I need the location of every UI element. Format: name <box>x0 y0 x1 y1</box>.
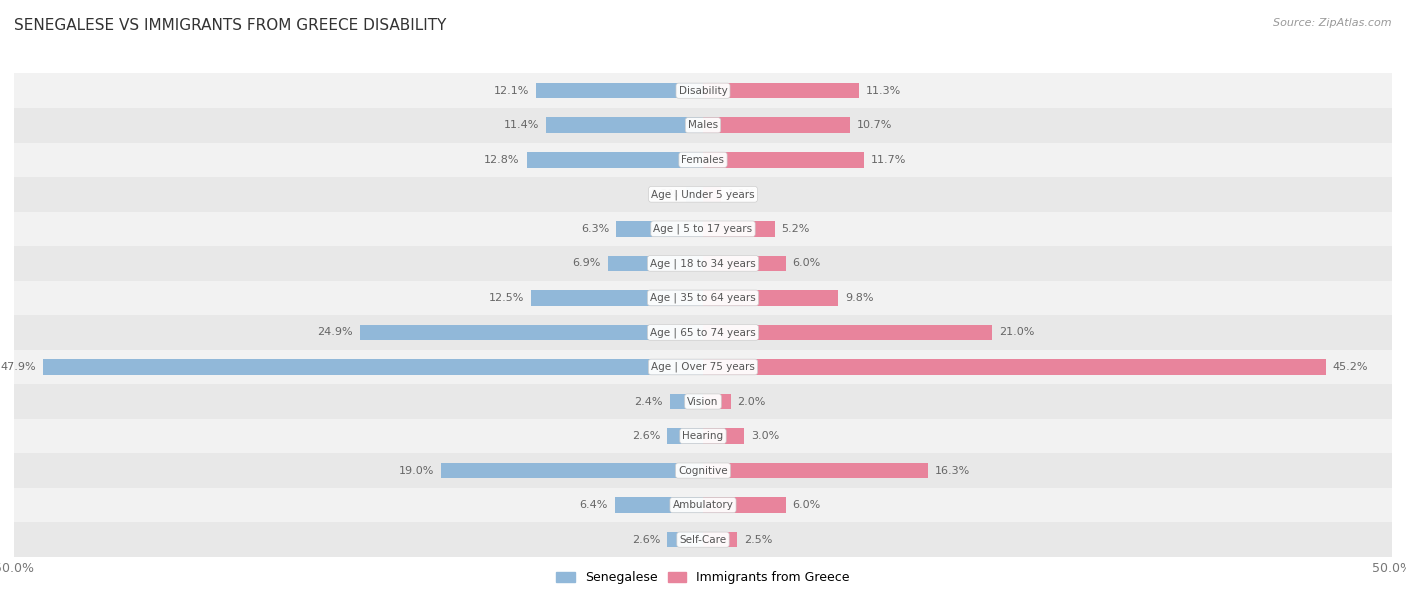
Text: Age | 35 to 64 years: Age | 35 to 64 years <box>650 293 756 303</box>
Text: 5.2%: 5.2% <box>782 224 810 234</box>
Text: Age | 65 to 74 years: Age | 65 to 74 years <box>650 327 756 338</box>
Bar <box>14 73 1392 108</box>
Text: SENEGALESE VS IMMIGRANTS FROM GREECE DISABILITY: SENEGALESE VS IMMIGRANTS FROM GREECE DIS… <box>14 18 447 34</box>
Text: 2.6%: 2.6% <box>631 431 661 441</box>
Bar <box>14 419 1392 453</box>
Text: 6.3%: 6.3% <box>581 224 609 234</box>
Bar <box>14 177 1392 212</box>
Text: Self-Care: Self-Care <box>679 535 727 545</box>
Text: Source: ZipAtlas.com: Source: ZipAtlas.com <box>1274 18 1392 28</box>
Bar <box>360 325 703 340</box>
Bar <box>536 83 703 99</box>
Text: Hearing: Hearing <box>682 431 724 441</box>
Text: 6.4%: 6.4% <box>579 500 607 510</box>
Bar <box>668 532 703 547</box>
Text: 11.7%: 11.7% <box>872 155 907 165</box>
Bar <box>531 290 703 305</box>
Bar <box>703 290 838 305</box>
Bar <box>14 384 1392 419</box>
Text: 1.2%: 1.2% <box>651 189 679 200</box>
Text: 16.3%: 16.3% <box>935 466 970 476</box>
Bar <box>703 152 865 168</box>
Bar <box>703 359 1326 375</box>
Bar <box>607 256 703 271</box>
Bar <box>14 246 1392 281</box>
Bar <box>703 83 859 99</box>
Bar <box>703 532 738 547</box>
Text: 3.0%: 3.0% <box>751 431 779 441</box>
Legend: Senegalese, Immigrants from Greece: Senegalese, Immigrants from Greece <box>551 566 855 589</box>
Text: Age | Under 5 years: Age | Under 5 years <box>651 189 755 200</box>
Text: 6.0%: 6.0% <box>793 258 821 269</box>
Text: 2.0%: 2.0% <box>738 397 766 406</box>
Text: 11.3%: 11.3% <box>866 86 901 95</box>
Bar <box>14 108 1392 143</box>
Text: 47.9%: 47.9% <box>0 362 37 372</box>
Bar <box>14 281 1392 315</box>
Text: Females: Females <box>682 155 724 165</box>
Text: 12.5%: 12.5% <box>488 293 524 303</box>
Text: 2.6%: 2.6% <box>631 535 661 545</box>
Text: 10.7%: 10.7% <box>858 120 893 130</box>
Text: 1.3%: 1.3% <box>728 189 756 200</box>
Bar <box>686 187 703 202</box>
Text: 2.5%: 2.5% <box>744 535 773 545</box>
Text: 11.4%: 11.4% <box>503 120 538 130</box>
Bar <box>44 359 703 375</box>
Text: 6.0%: 6.0% <box>793 500 821 510</box>
Bar <box>14 315 1392 349</box>
Bar <box>703 498 786 513</box>
Text: Vision: Vision <box>688 397 718 406</box>
Bar <box>527 152 703 168</box>
Text: Age | 5 to 17 years: Age | 5 to 17 years <box>654 223 752 234</box>
Bar <box>703 256 786 271</box>
Text: 6.9%: 6.9% <box>572 258 600 269</box>
Text: 9.8%: 9.8% <box>845 293 873 303</box>
Text: 12.1%: 12.1% <box>494 86 530 95</box>
Bar <box>14 453 1392 488</box>
Text: Cognitive: Cognitive <box>678 466 728 476</box>
Text: Ambulatory: Ambulatory <box>672 500 734 510</box>
Bar <box>669 394 703 409</box>
Text: Disability: Disability <box>679 86 727 95</box>
Text: 19.0%: 19.0% <box>399 466 434 476</box>
Text: Age | Over 75 years: Age | Over 75 years <box>651 362 755 372</box>
Bar <box>441 463 703 479</box>
Bar <box>14 349 1392 384</box>
Text: 12.8%: 12.8% <box>484 155 520 165</box>
Text: 24.9%: 24.9% <box>318 327 353 337</box>
Bar <box>703 428 744 444</box>
Bar <box>614 498 703 513</box>
Bar <box>703 325 993 340</box>
Bar <box>14 143 1392 177</box>
Bar <box>703 118 851 133</box>
Text: Males: Males <box>688 120 718 130</box>
Text: 2.4%: 2.4% <box>634 397 664 406</box>
Bar <box>703 394 731 409</box>
Text: 21.0%: 21.0% <box>1000 327 1035 337</box>
Bar <box>546 118 703 133</box>
Text: 45.2%: 45.2% <box>1333 362 1368 372</box>
Bar <box>703 187 721 202</box>
Bar <box>14 212 1392 246</box>
Bar <box>703 463 928 479</box>
Bar <box>14 523 1392 557</box>
Bar <box>703 221 775 237</box>
Text: Age | 18 to 34 years: Age | 18 to 34 years <box>650 258 756 269</box>
Bar <box>14 488 1392 523</box>
Bar <box>668 428 703 444</box>
Bar <box>616 221 703 237</box>
